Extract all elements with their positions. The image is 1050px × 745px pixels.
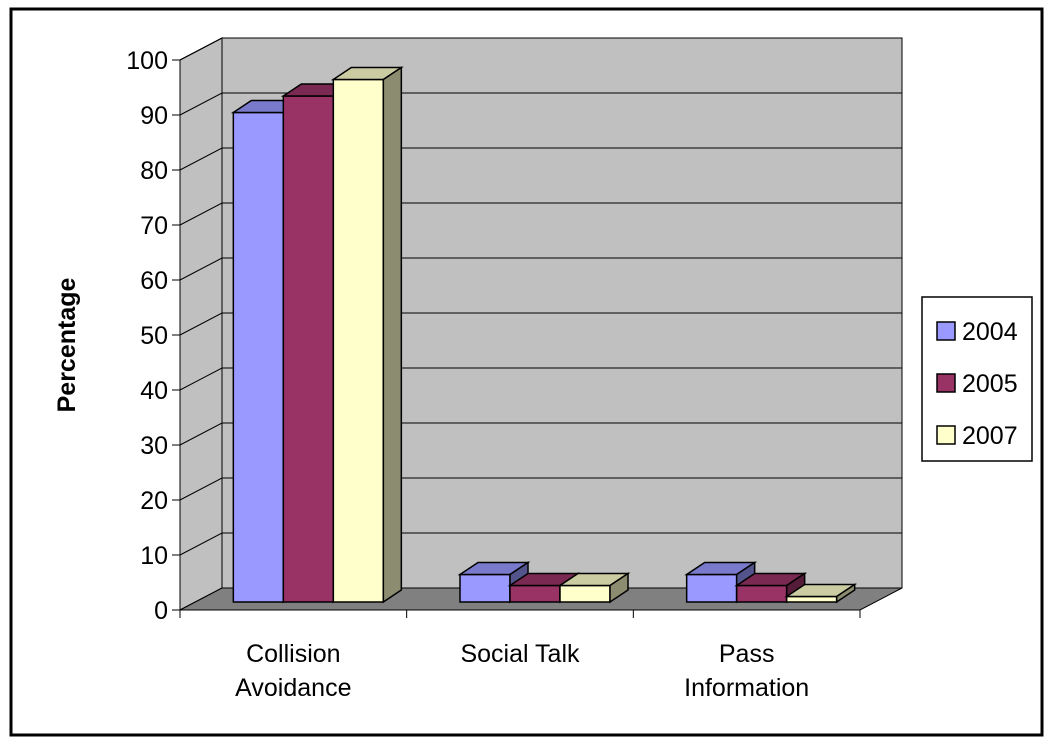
legend-swatch — [936, 373, 956, 393]
y-tick-label: 80 — [140, 157, 168, 185]
legend-label: 2005 — [962, 370, 1018, 398]
gridline — [179, 312, 902, 336]
y-tick-label: 30 — [140, 432, 168, 460]
y-tick-label: 0 — [154, 597, 168, 625]
gridline — [179, 37, 902, 61]
legend-swatch — [936, 321, 956, 341]
legend: 2004 2005 2007 — [921, 296, 1033, 462]
gridline — [179, 147, 902, 171]
x-tick-label: Collision Avoidance — [235, 640, 351, 702]
y-tick-label: 20 — [140, 487, 168, 515]
bar — [784, 583, 858, 604]
y-tick-label: 60 — [140, 267, 168, 295]
x-tick-label: Pass Information — [684, 640, 809, 702]
gridline — [179, 422, 902, 446]
y-tick-label: 50 — [140, 322, 168, 350]
y-tick-label: 100 — [126, 47, 168, 75]
gridline — [179, 92, 902, 116]
gridline — [179, 367, 902, 391]
gridline — [179, 257, 902, 281]
legend-label: 2004 — [962, 318, 1018, 346]
gridline — [179, 202, 902, 226]
legend-swatch — [936, 425, 956, 445]
axes: 0 10 20 30 40 50 60 70 80 90 100 Collision Avoidance… — [126, 47, 861, 702]
bars — [230, 66, 858, 604]
gridline — [179, 477, 902, 501]
y-axis-title: Percentage — [53, 278, 81, 413]
x-tick-label: Social Talk — [460, 640, 580, 668]
legend-label: 2007 — [962, 422, 1018, 450]
y-tick-label: 90 — [140, 102, 168, 130]
y-tick-label: 70 — [140, 212, 168, 240]
y-tick-label: 10 — [140, 542, 168, 570]
bar — [557, 572, 631, 604]
gridline — [179, 532, 902, 556]
y-tick-label: 40 — [140, 377, 168, 405]
bar — [734, 572, 808, 604]
bar — [330, 66, 404, 604]
